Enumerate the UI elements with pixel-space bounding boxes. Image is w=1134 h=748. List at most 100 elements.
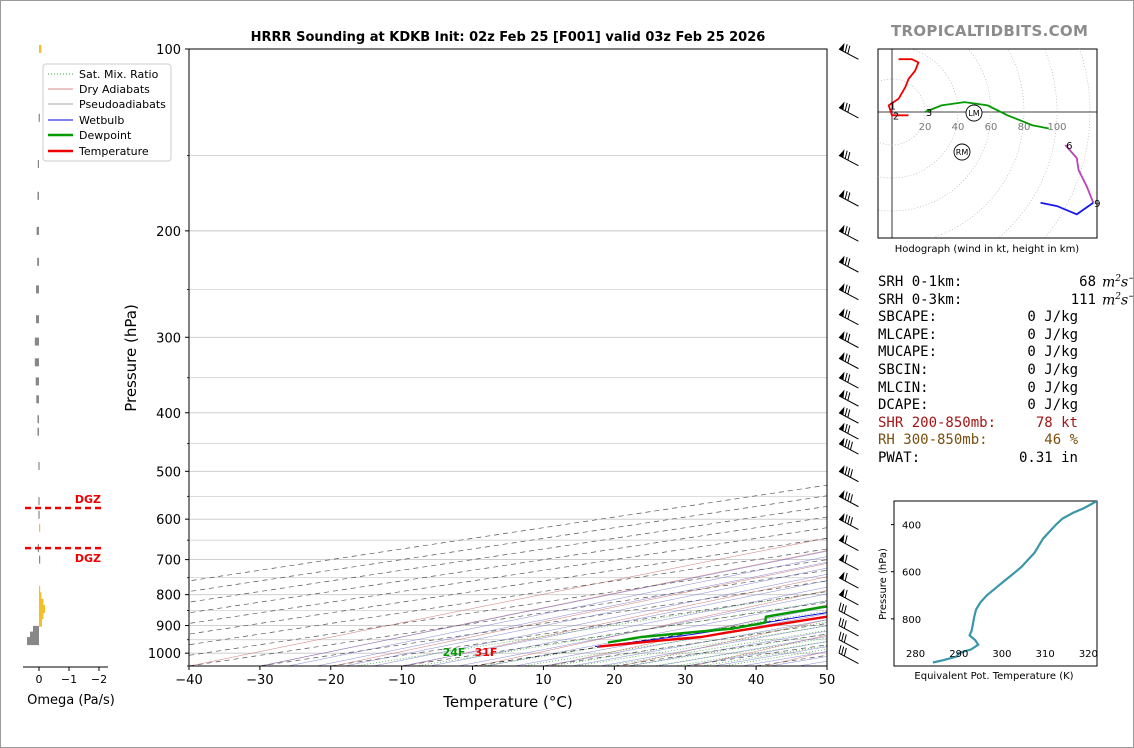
- wind-barb-feather: [844, 256, 848, 266]
- x-tick-label: 0: [468, 673, 476, 688]
- x-tick-label: −10: [388, 673, 415, 688]
- wind-barb-shaft: [838, 288, 859, 301]
- wind-barb: [838, 588, 859, 606]
- stat-value: 0 J/kg: [1027, 344, 1078, 361]
- wind-barb-feather: [843, 605, 847, 614]
- x-tick-label: −30: [246, 673, 273, 688]
- wind-barb-feather: [844, 150, 848, 159]
- hodograph-ring-label: 80: [1018, 122, 1031, 133]
- wind-barb-feather: [838, 645, 842, 654]
- wind-barb-shaft: [838, 336, 859, 349]
- x-tick-label: 50: [819, 673, 836, 688]
- omega-bar: [37, 415, 39, 424]
- wind-barb: [838, 465, 859, 483]
- wind-barb-feather: [847, 310, 851, 320]
- dry-adiabat-line: [620, 619, 827, 666]
- wind-barb-feather: [844, 423, 848, 433]
- theta-e-line: [932, 501, 1097, 664]
- y-tick-label: 900: [156, 620, 181, 635]
- wind-barb-flag: [839, 389, 845, 399]
- wind-barb: [838, 149, 859, 167]
- wind-barb-flag: [839, 422, 845, 432]
- wind-barb: [838, 617, 859, 637]
- wind-barb-feather: [844, 190, 848, 200]
- wind-barb-shaft: [838, 313, 859, 326]
- wind-barb: [838, 602, 859, 622]
- hodograph-height-label: 3: [926, 108, 932, 119]
- hodograph-height-label: 6: [1066, 141, 1072, 152]
- wind-barb-feather: [838, 631, 842, 640]
- y-tick-label: 100: [156, 43, 181, 58]
- theta-e-y-tick-label: 400: [902, 521, 921, 532]
- wind-barb-flag: [839, 42, 845, 52]
- wind-barb-shaft: [838, 470, 859, 483]
- theta-e-x-tick-label: 300: [992, 649, 1011, 660]
- pseudoadiabat-line: [316, 561, 827, 666]
- wind-barb: [838, 490, 859, 508]
- omega-bar: [39, 605, 45, 613]
- wind-barb-feather: [844, 514, 848, 523]
- stat-number: 68: [1079, 274, 1096, 290]
- stat-label: MLCIN:: [878, 379, 929, 396]
- hodograph-height-label: 1: [890, 101, 896, 112]
- omega-bar: [38, 113, 40, 122]
- legend-entry-dry-adiabats: Dry Adiabats: [79, 83, 150, 96]
- pseudoadiabats: [259, 550, 827, 666]
- wind-barb-feather: [841, 632, 845, 642]
- dgz-label: DGZ: [75, 552, 101, 565]
- wind-barb: [838, 422, 859, 440]
- wind-barb-flag: [839, 513, 845, 522]
- omega-bar: [37, 257, 39, 266]
- y-tick-label: 300: [156, 331, 181, 346]
- wind-barb-shaft: [838, 48, 859, 60]
- wind-barb-shaft: [838, 107, 859, 119]
- wind-barb-feather: [844, 491, 848, 500]
- dewpoint-profile: [607, 605, 827, 644]
- pseudoadiabat-line: [515, 606, 827, 666]
- wind-barb-feather: [838, 602, 842, 611]
- theta-e-ylabel: Pressure (hPa): [878, 548, 889, 620]
- profiles: [594, 605, 827, 648]
- theta-e-x-tick-label: 310: [1036, 649, 1055, 660]
- wind-barb-feather: [847, 467, 851, 477]
- theta-e-x-tick-label: 280: [906, 649, 925, 660]
- dry-adiabat-line: [189, 537, 827, 666]
- x-tick-label: 30: [677, 673, 694, 688]
- wind-barb-shaft: [838, 377, 859, 389]
- wind-barb-shaft: [838, 412, 859, 424]
- stat-value: 0 J/kg: [1027, 397, 1078, 414]
- omega-bar: [30, 631, 39, 640]
- wind-barb-feather: [847, 333, 851, 343]
- pseudoadiabat-line: [344, 567, 827, 666]
- y-tick-label: 1000: [148, 647, 181, 662]
- omega-bar: [36, 226, 39, 235]
- x-axis-label: Temperature (°C): [442, 693, 572, 711]
- wind-barb: [838, 437, 859, 455]
- wind-barb-feather: [849, 494, 853, 503]
- stat-value: 0.31 in: [1018, 450, 1078, 466]
- wind-barb-flag: [839, 352, 845, 361]
- wind-barb-flag: [839, 490, 845, 499]
- omega-bar: [36, 315, 39, 324]
- hodograph-ring: [998, 49, 1058, 238]
- stat-value: 111 m2s−2: [1026, 292, 1133, 309]
- wind-barb: [838, 406, 859, 424]
- x-tick-label: −20: [317, 673, 344, 688]
- wind-barb-feather: [847, 45, 851, 54]
- wind-barb-feather: [844, 44, 848, 53]
- omega-bar: [37, 427, 39, 436]
- wind-barb-shaft: [838, 428, 859, 440]
- omega-bar: [36, 395, 39, 404]
- y-tick-label: 500: [156, 465, 181, 480]
- dry-adiabat-line: [333, 563, 827, 666]
- pseudoadiabat-line: [373, 573, 827, 666]
- omega-bar: [39, 598, 44, 607]
- hodograph-ring: [930, 49, 1025, 238]
- pseudoadiabat-line: [486, 600, 827, 666]
- hodograph-ring: [878, 49, 959, 179]
- wind-barb: [838, 513, 859, 530]
- hodograph-segment: [1064, 144, 1095, 204]
- pseudoadiabat-line: [571, 619, 827, 666]
- surface-dewpoint-label: 24F: [443, 646, 466, 659]
